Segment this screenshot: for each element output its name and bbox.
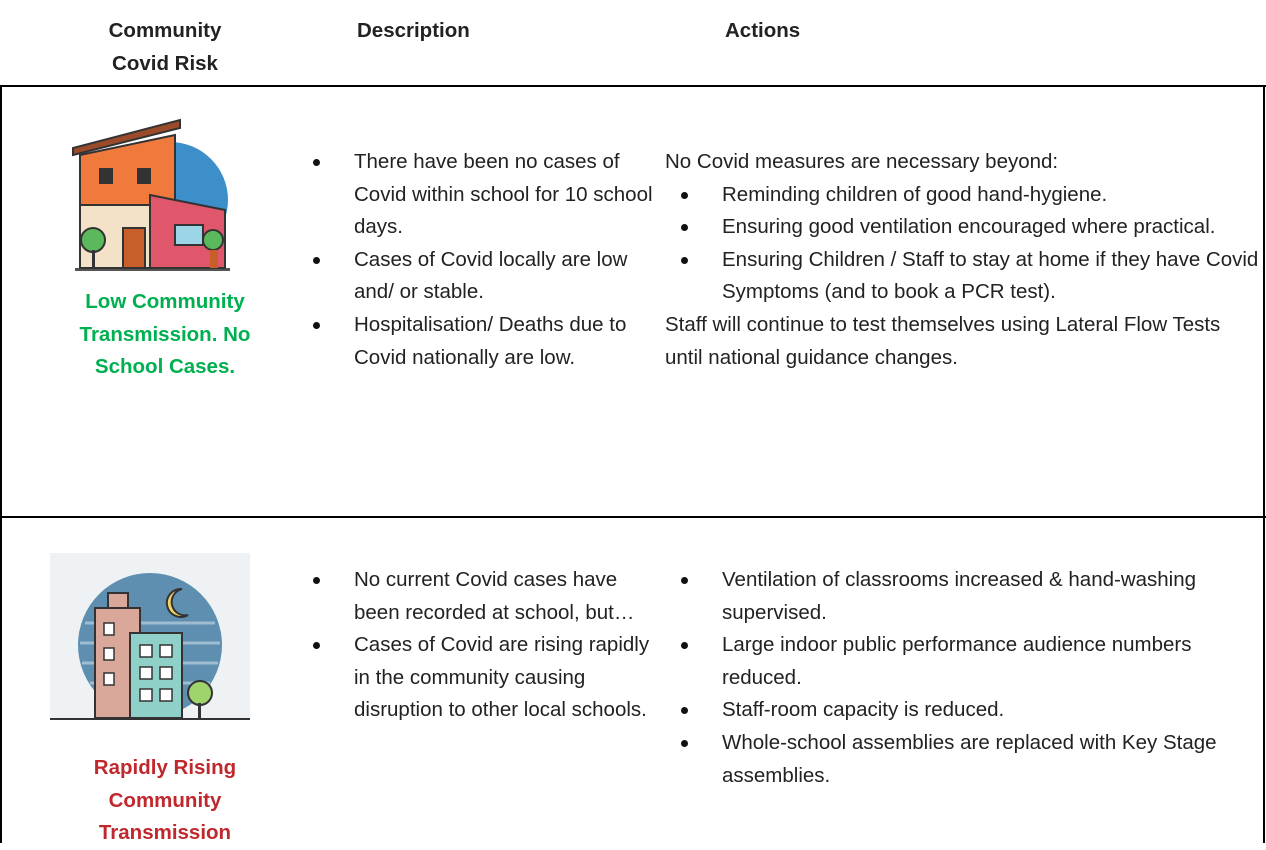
table-border <box>1263 85 1265 843</box>
header-actions: Actions <box>725 19 801 42</box>
bullet-item: Cases of Covid are rising rapidly in the… <box>312 629 662 727</box>
bullet-item: Hospitalisation/ Deaths due to Covid nat… <box>312 309 662 374</box>
bullet-item: No current Covid cases have been recorde… <box>312 564 662 629</box>
actions-cell: No Covid measures are necessary beyond: … <box>665 146 1260 374</box>
house-icon <box>72 118 230 271</box>
bullet-item: Ensuring Children / Staff to stay at hom… <box>680 244 1260 309</box>
description-list: There have been no cases of Covid within… <box>312 146 662 374</box>
bullet-item: Ensuring good ventilation encouraged whe… <box>680 211 1260 244</box>
actions-list: Reminding children of good hand-hygiene.… <box>665 179 1260 309</box>
bullet-item: Staff-room capacity is reduced. <box>680 694 1260 727</box>
bullet-item: There have been no cases of Covid within… <box>312 146 662 244</box>
row-border <box>0 85 1266 87</box>
description-list: No current Covid cases have been recorde… <box>312 564 662 727</box>
bullet-item: Cases of Covid locally are low and/ or s… <box>312 244 662 309</box>
risk-label: Low Community Transmission. No School Ca… <box>79 290 251 379</box>
bullet-item: Whole-school assemblies are replaced wit… <box>680 727 1260 792</box>
actions-outro: Staff will continue to test themselves u… <box>665 312 1221 369</box>
actions-intro: No Covid measures are necessary beyond: <box>665 150 1059 173</box>
header-risk: Community Covid Risk <box>108 19 222 75</box>
row-border <box>0 516 1266 518</box>
bullet-item: Reminding children of good hand-hygiene. <box>680 179 1260 212</box>
bullet-item: Ventilation of classrooms increased & ha… <box>680 564 1260 629</box>
table-border <box>0 85 2 843</box>
risk-label: Rapidly Rising Community Transmission <box>93 756 237 845</box>
city-icon <box>50 553 250 720</box>
bullet-item: Large indoor public performance audience… <box>680 629 1260 694</box>
actions-list: Ventilation of classrooms increased & ha… <box>680 564 1260 792</box>
header-description: Description <box>357 19 470 42</box>
